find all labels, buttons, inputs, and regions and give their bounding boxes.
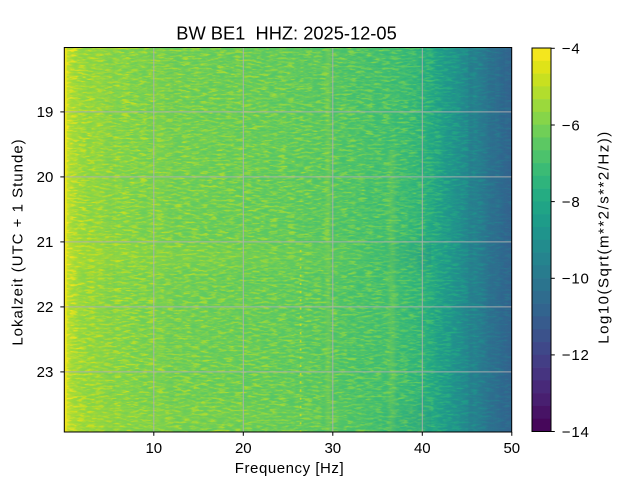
svg-text:21: 21 [37,234,54,251]
svg-text:10: 10 [145,440,162,457]
svg-text:20: 20 [37,169,54,186]
svg-text:−6: −6 [562,117,581,134]
svg-text:Frequency [Hz]: Frequency [Hz] [235,460,344,477]
svg-text:−14: −14 [562,424,590,441]
svg-text:−12: −12 [562,347,590,364]
svg-text:23: 23 [37,364,54,381]
svg-text:−4: −4 [562,41,581,58]
svg-text:Lokalzeit (UTC + 1 Stunde): Lokalzeit (UTC + 1 Stunde) [10,138,27,345]
svg-text:22: 22 [37,299,54,316]
svg-text:30: 30 [324,440,341,457]
svg-text:BW BE1 HHZ: 2025-12-05: BW BE1 HHZ: 2025-12-05 [176,23,396,44]
svg-text:20: 20 [235,440,252,457]
svg-text:−10: −10 [562,271,590,288]
svg-text:19: 19 [37,104,54,121]
svg-text:40: 40 [414,440,431,457]
svg-text:Log10(Sqrt(m**2/s**2/Hz)): Log10(Sqrt(m**2/s**2/Hz)) [596,130,613,343]
svg-text:−8: −8 [562,194,581,211]
svg-text:50: 50 [503,440,520,457]
